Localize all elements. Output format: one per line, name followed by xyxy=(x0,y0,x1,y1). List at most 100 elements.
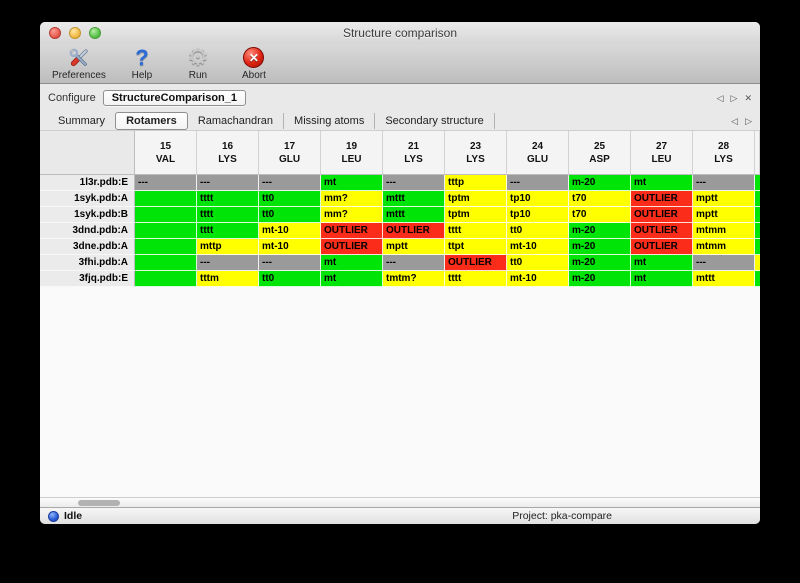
rotamer-cell[interactable]: mm? xyxy=(321,207,383,223)
rotamer-cell[interactable]: --- xyxy=(197,255,259,271)
rotamer-cell[interactable]: OUTLIER xyxy=(631,239,693,255)
rotamer-cell[interactable]: mptt xyxy=(383,239,445,255)
zoom-window-button[interactable] xyxy=(89,27,101,39)
rotamer-cell[interactable]: mttp xyxy=(197,239,259,255)
tab-ramachandran[interactable]: Ramachandran xyxy=(188,112,285,129)
tab-missing-atoms[interactable]: Missing atoms xyxy=(284,112,376,129)
column-header-23[interactable]: 23 LYS xyxy=(445,131,507,175)
rotamer-cell[interactable]: --- xyxy=(507,175,569,191)
tab-secondary-structure[interactable]: Secondary structure xyxy=(375,112,495,129)
tab-summary[interactable]: Summary xyxy=(58,114,106,127)
rotamer-cell[interactable]: mttt xyxy=(383,191,445,207)
rotamer-cell[interactable]: m-20 xyxy=(569,175,631,191)
rotamer-cell[interactable]: m-20 xyxy=(569,223,631,239)
row-label[interactable]: 3fhi.pdb:A xyxy=(40,255,135,271)
rotamer-cell[interactable]: --- xyxy=(259,175,321,191)
rotamer-cell[interactable]: mtmm xyxy=(693,223,755,239)
rotamer-cell[interactable]: tp10 xyxy=(507,191,569,207)
rotamer-cell[interactable]: tttt xyxy=(445,271,507,287)
close-window-button[interactable] xyxy=(49,27,61,39)
rotamer-cell[interactable]: tptm xyxy=(445,207,507,223)
rotamer-cell[interactable]: tttt xyxy=(197,207,259,223)
rotamer-cell[interactable]: mt xyxy=(631,255,693,271)
rotamer-cell[interactable]: mttt xyxy=(693,271,755,287)
column-header-25[interactable]: 25 ASP xyxy=(569,131,631,175)
rotamer-cell[interactable]: OUTLIER xyxy=(631,223,693,239)
rotamer-cell[interactable]: t70 xyxy=(569,207,631,223)
rotamer-cell[interactable] xyxy=(135,255,197,271)
rotamer-cell[interactable]: m-20 xyxy=(569,255,631,271)
rotamer-cell[interactable]: tt0 xyxy=(259,271,321,287)
row-label[interactable]: 3fjq.pdb:E xyxy=(40,271,135,287)
column-header-16[interactable]: 16 LYS xyxy=(197,131,259,175)
scrollbar-thumb[interactable] xyxy=(78,500,120,506)
rotamer-cell[interactable]: OUTLIER xyxy=(383,223,445,239)
rotamer-cell[interactable]: m-20 xyxy=(569,239,631,255)
rotamer-cell[interactable]: --- xyxy=(197,175,259,191)
row-label[interactable]: 1syk.pdb:B xyxy=(40,207,135,223)
rotamer-cell[interactable]: tttt xyxy=(197,191,259,207)
rotamer-cell[interactable]: mtmm xyxy=(693,239,755,255)
rotamer-cell[interactable]: tt0 xyxy=(507,255,569,271)
column-header-27[interactable]: 27 LEU xyxy=(631,131,693,175)
rotamer-cell[interactable]: tt0 xyxy=(259,191,321,207)
rotamer-cell[interactable] xyxy=(135,239,197,255)
tab-rotamers[interactable]: Rotamers xyxy=(115,111,188,130)
tabs-prev-icon[interactable]: ◁ xyxy=(731,115,739,126)
rotamer-cell[interactable]: mt xyxy=(631,175,693,191)
column-header-28[interactable]: 28 LYS xyxy=(693,131,755,175)
rotamer-cell[interactable]: OUTLIER xyxy=(631,207,693,223)
column-header-24[interactable]: 24 GLU xyxy=(507,131,569,175)
help-button[interactable]: ? Help xyxy=(122,45,162,82)
column-header-17[interactable]: 17 GLU xyxy=(259,131,321,175)
rotamer-cell[interactable]: OUTLIER xyxy=(631,191,693,207)
rotamer-cell[interactable]: tp10 xyxy=(507,207,569,223)
rotamer-cell[interactable]: mptt xyxy=(693,191,755,207)
row-label[interactable]: 1l3r.pdb:E xyxy=(40,175,135,191)
rotamer-cell[interactable] xyxy=(135,271,197,287)
rotamer-cell[interactable]: tmtm? xyxy=(383,271,445,287)
rotamer-cell[interactable] xyxy=(135,191,197,207)
rotamer-cell[interactable]: m-20 xyxy=(569,271,631,287)
rotamer-cell[interactable]: mt-10 xyxy=(259,223,321,239)
rotamer-cell[interactable]: --- xyxy=(259,255,321,271)
abort-button[interactable]: ✕ Abort xyxy=(234,45,274,82)
row-label[interactable]: 3dne.pdb:A xyxy=(40,239,135,255)
configure-next-icon[interactable]: ▷ xyxy=(730,93,738,103)
rotamer-cell[interactable]: mt xyxy=(321,255,383,271)
rotamer-cell[interactable]: --- xyxy=(383,255,445,271)
rotamer-cell[interactable]: tt0 xyxy=(507,223,569,239)
rotamer-cell[interactable]: mt-10 xyxy=(507,239,569,255)
configure-selector[interactable]: StructureComparison_1 xyxy=(102,90,247,106)
configure-close-icon[interactable]: ✕ xyxy=(744,93,752,103)
rotamer-cell[interactable]: OUTLIER xyxy=(445,255,507,271)
minimize-window-button[interactable] xyxy=(69,27,81,39)
rotamer-cell[interactable] xyxy=(135,223,197,239)
preferences-button[interactable]: Preferences xyxy=(52,45,106,82)
rotamer-cell[interactable]: tttp xyxy=(445,175,507,191)
run-button[interactable]: ⚙ Run xyxy=(178,45,218,82)
rotamer-cell[interactable]: --- xyxy=(693,175,755,191)
rotamer-cell[interactable]: tttt xyxy=(445,223,507,239)
rotamer-cell[interactable]: --- xyxy=(693,255,755,271)
rotamer-cell[interactable]: mt-10 xyxy=(259,239,321,255)
rotamer-cell[interactable]: mt-10 xyxy=(507,271,569,287)
rotamer-cell[interactable]: tttm xyxy=(197,271,259,287)
column-header-15[interactable]: 15 VAL xyxy=(135,131,197,175)
row-label[interactable]: 3dnd.pdb:A xyxy=(40,223,135,239)
rotamer-cell[interactable]: tptm xyxy=(445,191,507,207)
rotamer-cell[interactable]: mt xyxy=(321,175,383,191)
rotamer-cell[interactable]: mm? xyxy=(321,191,383,207)
configure-prev-icon[interactable]: ◁ xyxy=(716,93,724,103)
rotamer-cell[interactable]: --- xyxy=(383,175,445,191)
rotamer-cell[interactable] xyxy=(135,207,197,223)
column-header-21[interactable]: 21 LYS xyxy=(383,131,445,175)
rotamer-cell[interactable]: tt0 xyxy=(259,207,321,223)
column-header-19[interactable]: 19 LEU xyxy=(321,131,383,175)
rotamer-cell[interactable]: ttpt xyxy=(445,239,507,255)
rotamer-cell[interactable]: tttt xyxy=(197,223,259,239)
rotamer-cell[interactable]: mttt xyxy=(383,207,445,223)
rotamer-cell[interactable]: --- xyxy=(135,175,197,191)
row-label[interactable]: 1syk.pdb:A xyxy=(40,191,135,207)
rotamer-cell[interactable]: mt xyxy=(321,271,383,287)
